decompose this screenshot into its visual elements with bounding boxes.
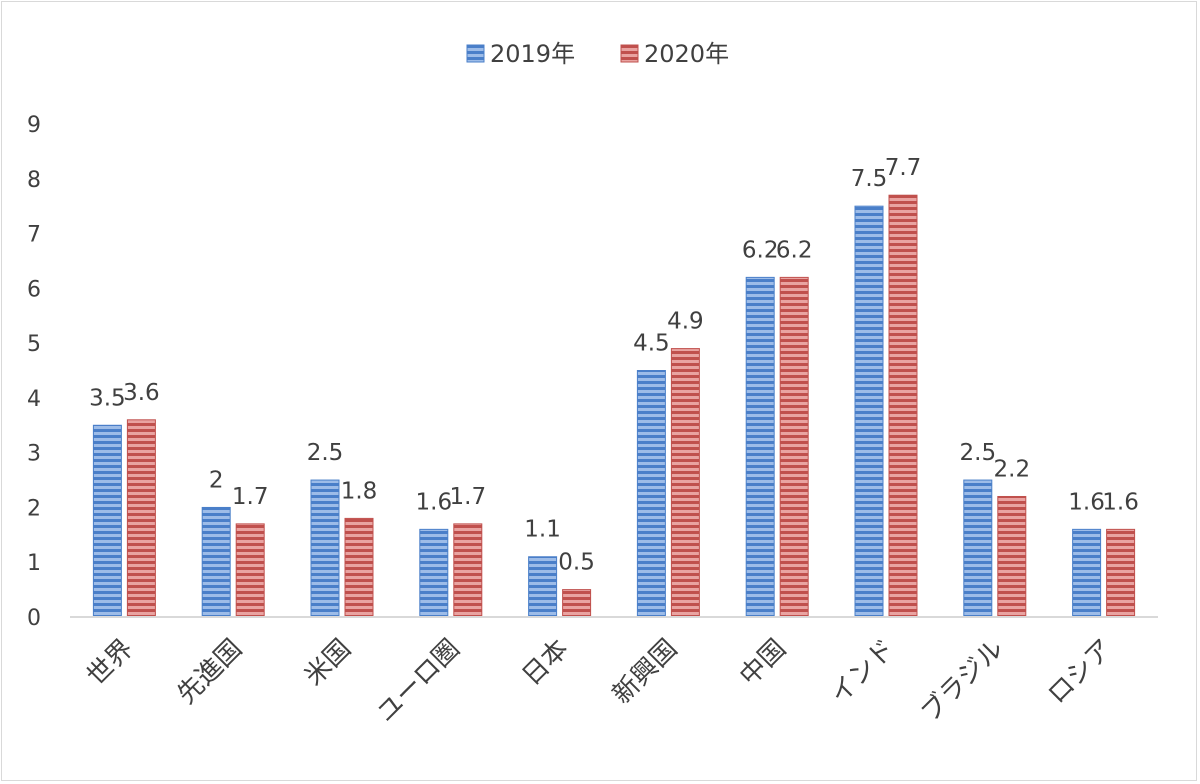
- legend: 2019年 2020年: [466, 40, 729, 68]
- bar-2019: [1072, 528, 1102, 618]
- data-label: 4.5: [633, 331, 670, 357]
- y-tick-label: 1: [27, 551, 41, 576]
- bar-2020: [235, 523, 265, 618]
- y-tick-label: 3: [27, 442, 41, 467]
- bar-2019: [745, 276, 775, 618]
- legend-label-2020: 2020年: [644, 40, 729, 68]
- bar-2019: [310, 479, 340, 618]
- data-label: 7.7: [885, 155, 922, 181]
- y-tick-label: 6: [27, 277, 41, 302]
- category-label: 先進国: [172, 634, 248, 710]
- category-label: 新興国: [607, 634, 683, 710]
- data-label: 2: [209, 467, 224, 493]
- category-label: 世界: [81, 634, 139, 692]
- bar-2020: [888, 194, 918, 618]
- category-label: ロシア: [1042, 634, 1118, 710]
- bar-2019: [963, 479, 993, 618]
- bar-2020: [997, 495, 1027, 618]
- bar-2020: [1106, 528, 1136, 618]
- data-label: 0.5: [558, 550, 595, 576]
- category-label: 米国: [299, 634, 357, 692]
- bar-2020: [562, 589, 592, 618]
- data-label: 1.6: [1068, 489, 1105, 515]
- data-label: 6.2: [776, 237, 813, 263]
- y-axis-ticks: 0 1 2 3 4 5 6 7 8 9: [27, 113, 41, 631]
- data-label: 2.5: [307, 440, 344, 466]
- y-tick-label: 8: [27, 168, 41, 193]
- bar-2020: [670, 348, 700, 618]
- category-label: インド: [825, 634, 901, 710]
- legend-swatch-2019: [466, 44, 485, 63]
- y-tick-label: 7: [27, 223, 41, 248]
- bar-2019: [854, 205, 884, 618]
- data-label: 3.6: [123, 380, 160, 406]
- bars: [92, 194, 1136, 618]
- bar-2020: [126, 419, 156, 618]
- data-label: 1.8: [341, 478, 378, 504]
- bar-2019: [419, 528, 449, 618]
- bar-2019: [92, 424, 122, 618]
- data-label: 1.1: [524, 517, 561, 543]
- bar-2020: [779, 276, 809, 618]
- y-tick-label: 2: [27, 496, 41, 521]
- data-label: 6.2: [742, 237, 779, 263]
- y-tick-label: 5: [27, 332, 41, 357]
- bar-2019: [201, 506, 231, 618]
- data-label: 1.7: [232, 484, 269, 510]
- category-label: ブラジル: [915, 634, 1009, 728]
- data-label: 7.5: [851, 166, 888, 192]
- y-tick-label: 0: [27, 606, 41, 631]
- bar-2020: [453, 523, 483, 618]
- data-label: 3.5: [89, 385, 126, 411]
- data-labels: 3.53.621.72.51.8 1.61.71.10.54.54.96.26.2…: [89, 155, 1139, 575]
- data-label: 1.6: [1102, 489, 1139, 515]
- data-label: 1.6: [416, 489, 453, 515]
- category-labels: 世界 先進国 米国 ユーロ圏 日本 新興国 中国 インド ブラジル ロシア: [81, 634, 1118, 729]
- data-label: 2.2: [994, 456, 1031, 482]
- data-label: 4.9: [667, 309, 704, 335]
- bar-2020: [344, 517, 374, 618]
- data-label: 2.5: [960, 440, 997, 466]
- y-tick-label: 4: [27, 387, 41, 412]
- bar-2019: [636, 370, 666, 618]
- data-label: 1.7: [450, 484, 487, 510]
- legend-swatch-2020: [620, 44, 639, 63]
- category-label: ユーロ圏: [371, 634, 466, 729]
- category-label: 中国: [734, 634, 792, 692]
- category-label: 日本: [517, 634, 575, 692]
- legend-label-2019: 2019年: [490, 40, 575, 68]
- bar-2019: [528, 556, 558, 618]
- y-tick-label: 9: [27, 113, 41, 138]
